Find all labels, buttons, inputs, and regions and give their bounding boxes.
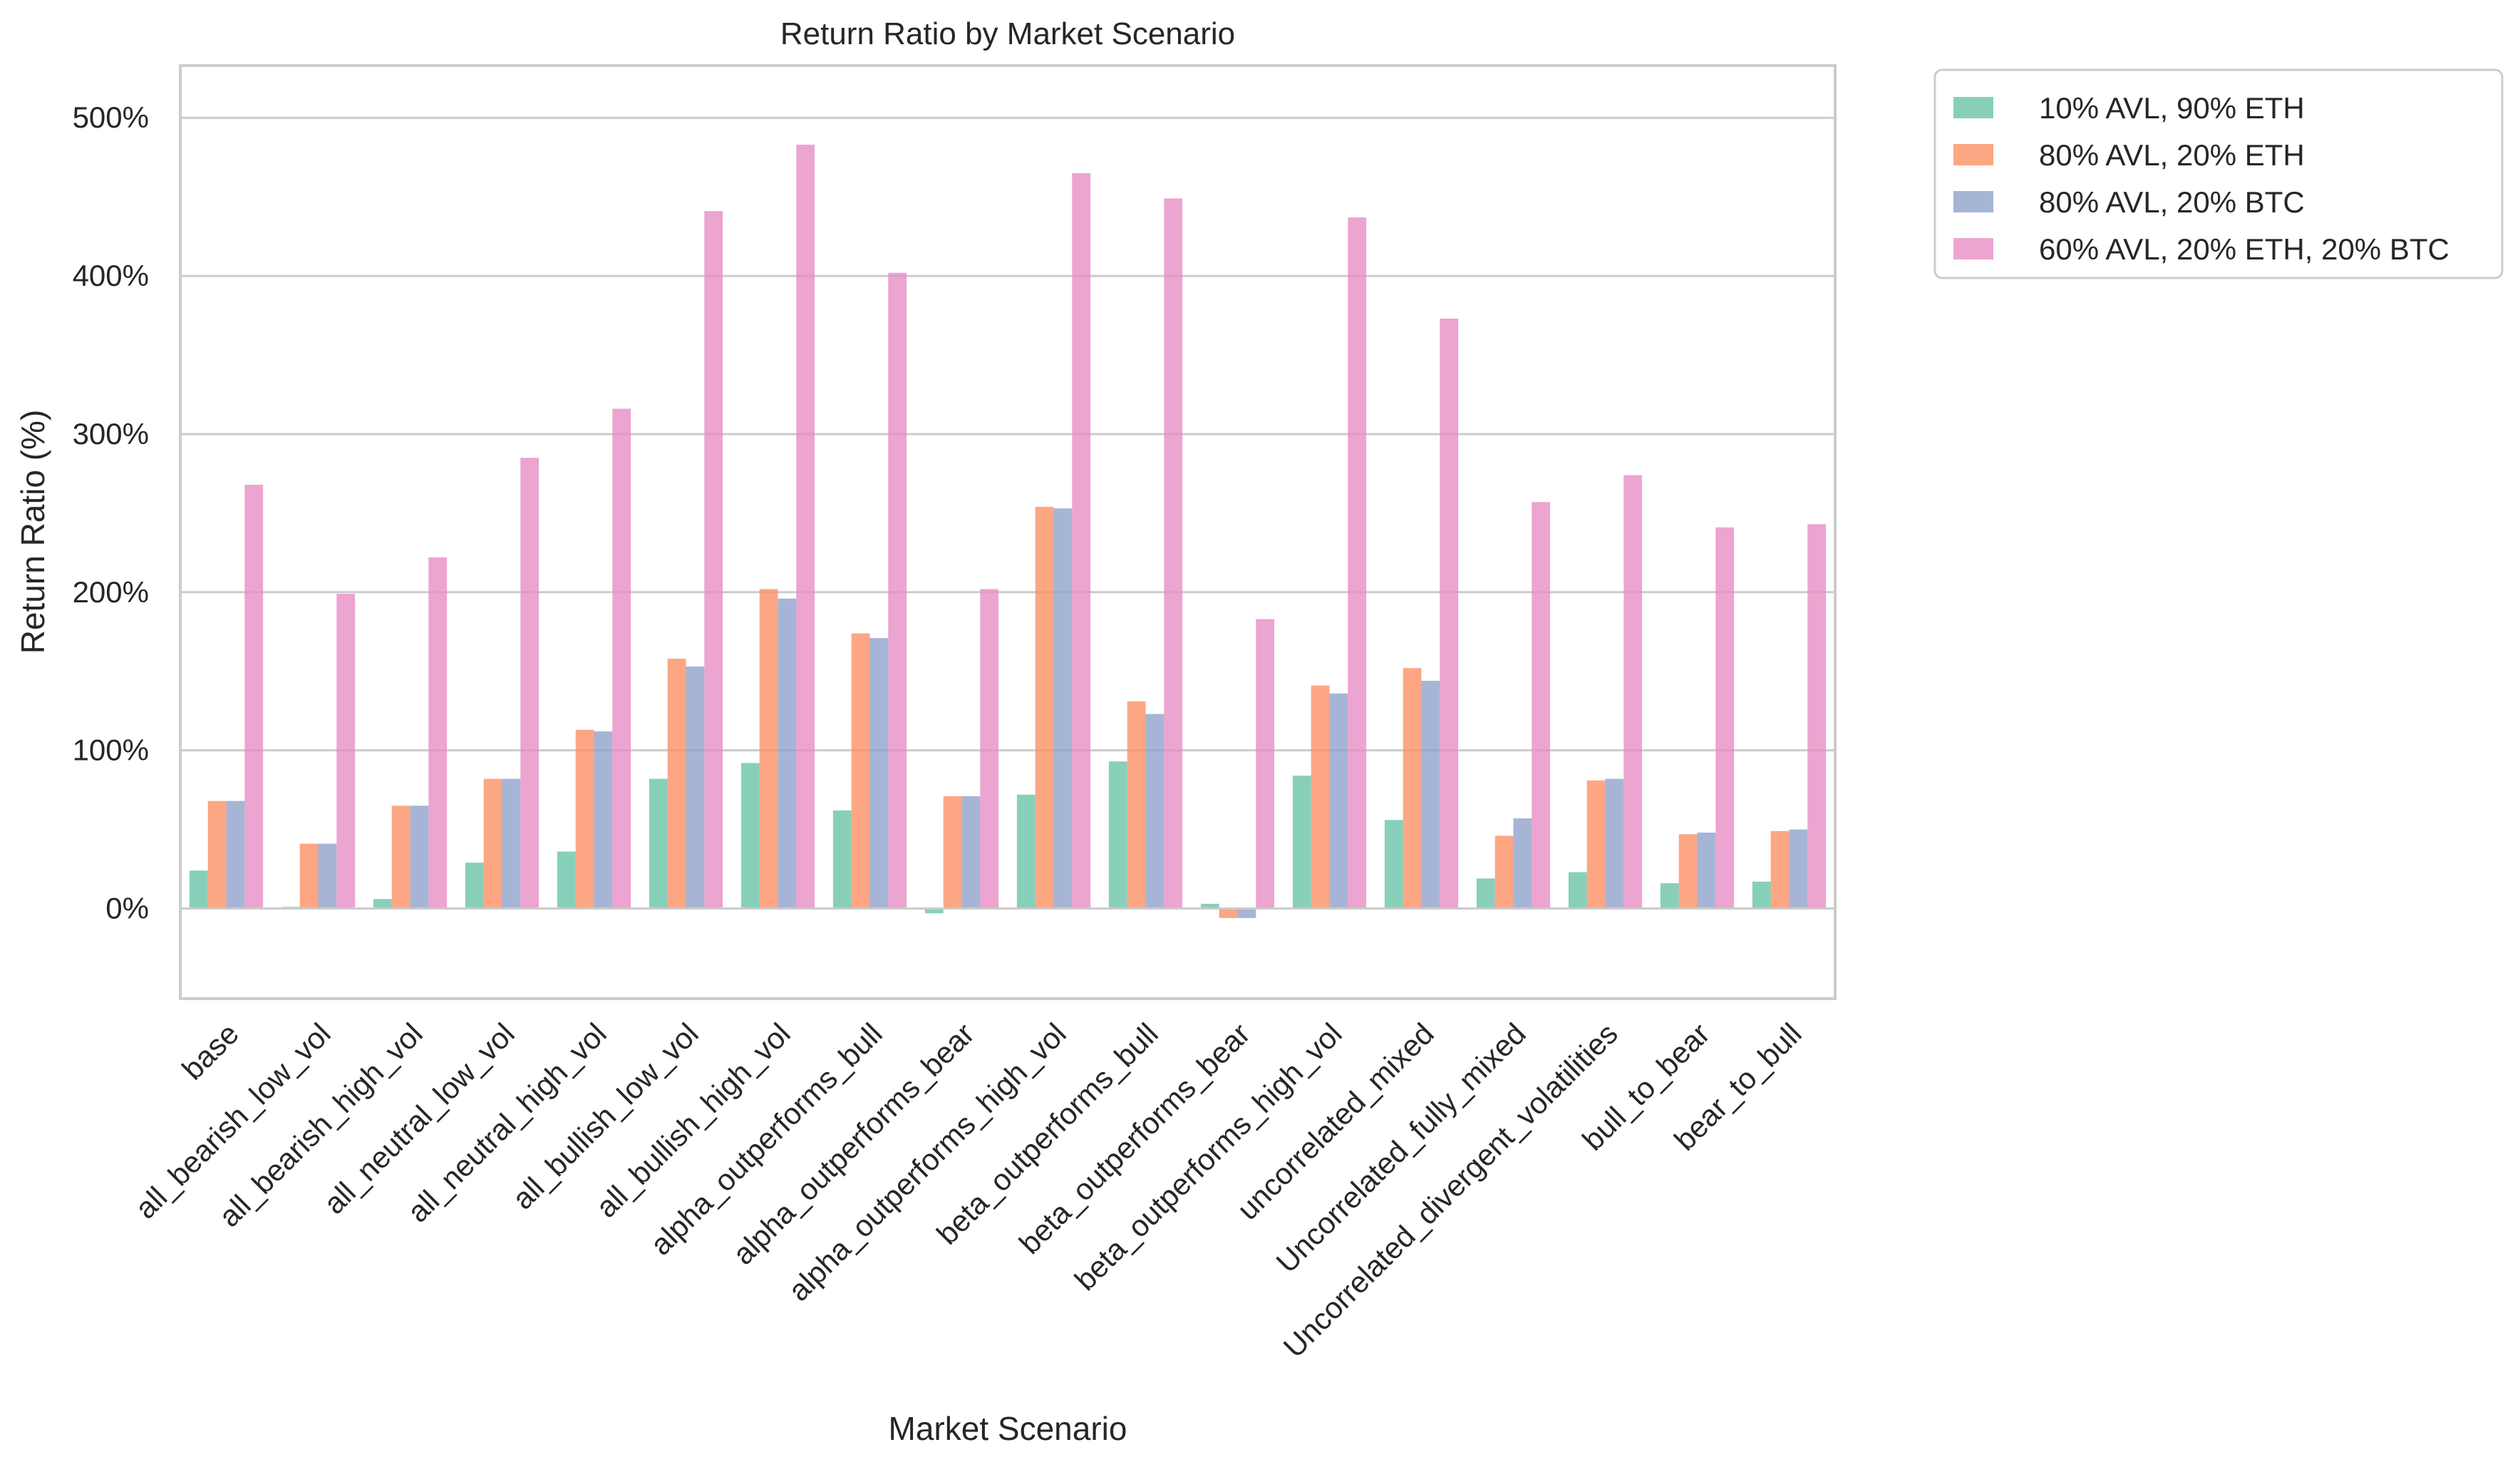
legend-label: 80% AVL, 20% ETH: [2039, 138, 2305, 172]
bar: [465, 863, 484, 909]
bar: [1329, 693, 1348, 909]
legend-swatch: [1953, 238, 1993, 259]
y-tick-label: 300%: [73, 417, 149, 451]
bar: [667, 658, 686, 909]
legend-swatch: [1953, 191, 1993, 212]
bar: [428, 557, 448, 909]
bar: [483, 778, 502, 909]
legend-swatch: [1953, 97, 1993, 118]
bar: [1348, 217, 1367, 909]
y-tick-label: 500%: [73, 101, 149, 134]
bar: [1660, 883, 1679, 909]
bar: [1586, 780, 1606, 909]
bar: [1403, 668, 1422, 909]
bar: [410, 805, 429, 909]
bar: [520, 458, 539, 909]
bar: [943, 796, 962, 909]
y-tick-labels: 0% 100% 200% 300% 400% 500%: [73, 101, 149, 925]
bar: [686, 666, 705, 909]
legend-swatch: [1953, 144, 1993, 165]
bar: [391, 805, 410, 909]
bar: [1072, 173, 1091, 909]
bar: [832, 810, 852, 909]
bar: [373, 899, 392, 909]
bar: [869, 638, 889, 909]
bar: [1237, 908, 1256, 918]
x-axis-label: Market Scenario: [889, 1410, 1127, 1447]
bar: [575, 729, 594, 909]
plot-frame: [179, 64, 1837, 1000]
y-tick-label: 0%: [105, 892, 149, 925]
bar: [888, 272, 907, 909]
bar: [1016, 794, 1036, 909]
bar: [980, 589, 999, 909]
bar: [1311, 685, 1330, 909]
legend-label: 60% AVL, 20% ETH, 20% BTC: [2039, 232, 2449, 266]
bar: [1053, 508, 1073, 909]
bar: [1200, 903, 1219, 909]
bar: [502, 778, 521, 909]
bar: [1697, 833, 1716, 909]
chart-title: Return Ratio by Market Scenario: [780, 16, 1235, 51]
bar: [299, 843, 319, 909]
legend-frame: [1933, 68, 2504, 279]
bar: [796, 144, 815, 909]
bar: [594, 731, 613, 909]
bar: [1421, 681, 1440, 909]
bar: [1145, 714, 1165, 909]
bar: [1789, 829, 1808, 909]
bar: [1035, 507, 1054, 909]
bar: [1292, 776, 1311, 909]
bar: [1568, 872, 1587, 909]
bar: [1513, 818, 1532, 909]
bar: [336, 594, 356, 909]
bar: [1715, 527, 1735, 909]
bar: [1108, 761, 1127, 909]
bar: [557, 851, 576, 909]
legend: 10% AVL, 90% ETH 80% AVL, 20% ETH 80% AVL,…: [1933, 68, 2504, 279]
y-tick-label: 200%: [73, 575, 149, 609]
bar: [1384, 820, 1403, 909]
bar: [1440, 318, 1459, 909]
bar: [1127, 701, 1146, 909]
bars: [189, 144, 1827, 918]
bar: [961, 796, 981, 909]
bar: [1476, 878, 1495, 909]
bar: [1752, 881, 1771, 909]
bar: [778, 598, 797, 909]
bar: [1807, 524, 1827, 909]
bar: [207, 801, 227, 909]
bar: [1678, 834, 1698, 909]
bar: [759, 589, 778, 909]
bar: [189, 870, 208, 909]
y-axis-label: Return Ratio (%): [14, 410, 51, 654]
bar: [649, 778, 668, 909]
bar: [1164, 198, 1183, 909]
bar: [1623, 475, 1643, 909]
bar: [318, 843, 337, 909]
legend-label: 80% AVL, 20% BTC: [2039, 185, 2305, 219]
bar: [924, 908, 944, 914]
y-tick-label: 100%: [73, 734, 149, 767]
bar: [1494, 835, 1514, 909]
bar: [704, 211, 723, 909]
y-tick-label: 400%: [73, 259, 149, 292]
bar: [1770, 830, 1790, 909]
bar: [1605, 778, 1624, 909]
bar: [226, 801, 245, 909]
bar: [740, 763, 760, 909]
bar: [612, 408, 631, 909]
bar: [1532, 502, 1551, 909]
bar: [851, 633, 870, 909]
bar: [1256, 619, 1275, 909]
bar: [1219, 908, 1238, 918]
legend-label: 10% AVL, 90% ETH: [2039, 91, 2305, 125]
bar: [244, 484, 264, 909]
